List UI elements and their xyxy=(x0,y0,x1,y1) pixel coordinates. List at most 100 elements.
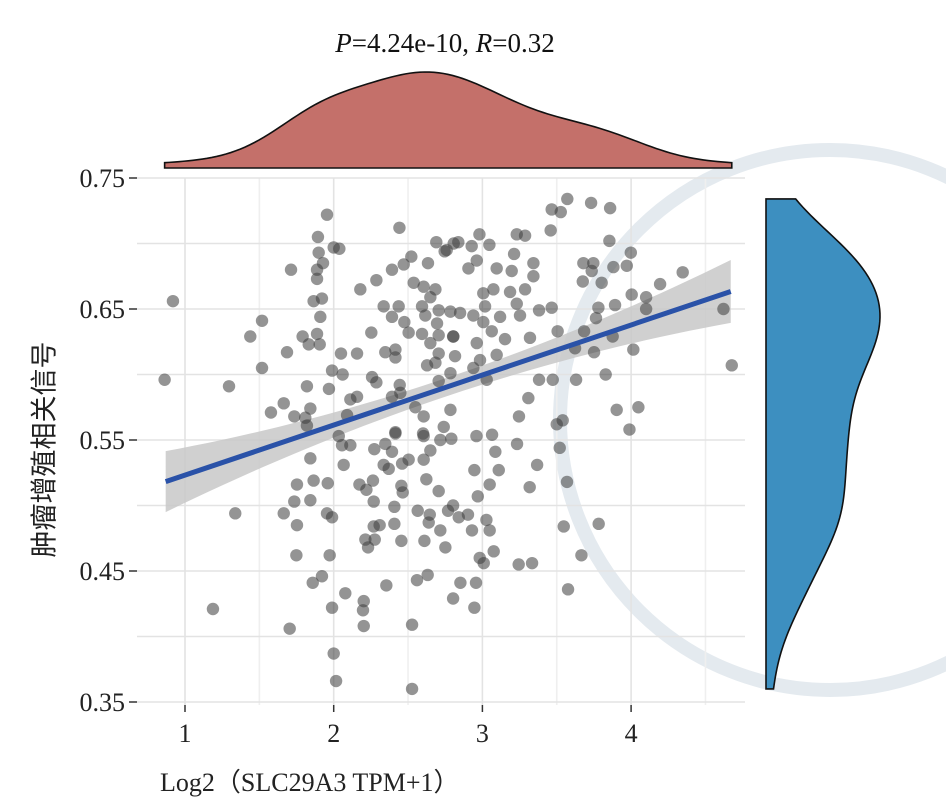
data-point xyxy=(339,587,352,600)
data-point xyxy=(510,437,524,451)
data-point xyxy=(325,601,339,614)
data-point xyxy=(493,310,507,324)
data-point xyxy=(336,368,349,381)
data-point xyxy=(477,315,490,329)
data-point xyxy=(587,346,601,359)
data-point xyxy=(405,250,418,263)
data-point xyxy=(489,445,502,458)
data-point xyxy=(478,300,492,313)
data-point xyxy=(556,414,569,427)
title-p-label: P xyxy=(335,28,352,58)
data-point xyxy=(523,480,536,494)
data-point xyxy=(553,441,566,455)
data-point xyxy=(444,366,457,380)
data-point xyxy=(432,304,445,317)
chart-title: P=4.24e-10, R=0.32 xyxy=(0,28,946,59)
data-point xyxy=(417,280,430,293)
data-point xyxy=(725,359,738,372)
data-point xyxy=(310,272,324,286)
data-point xyxy=(525,556,539,570)
data-point xyxy=(620,259,633,272)
data-point xyxy=(394,386,407,400)
data-point xyxy=(551,325,564,338)
data-point xyxy=(377,300,390,313)
data-point xyxy=(277,397,290,410)
data-point xyxy=(532,373,546,386)
x-tick-label: 2 xyxy=(327,719,340,748)
data-point xyxy=(585,264,598,278)
data-point xyxy=(439,541,452,554)
data-point xyxy=(405,682,419,696)
title-r-label: R xyxy=(475,28,493,58)
regression-line xyxy=(164,289,732,484)
data-point xyxy=(323,549,336,562)
data-point xyxy=(532,304,546,317)
data-point xyxy=(592,517,605,531)
data-point xyxy=(432,329,445,342)
data-point xyxy=(471,490,484,503)
data-point xyxy=(518,229,532,242)
data-point xyxy=(465,239,478,253)
data-point xyxy=(503,285,517,299)
data-point xyxy=(385,263,399,276)
data-point xyxy=(676,266,689,279)
data-point xyxy=(290,478,304,491)
data-point xyxy=(470,254,483,267)
data-point xyxy=(396,486,409,499)
data-point xyxy=(560,475,574,489)
data-point xyxy=(467,309,480,322)
data-point xyxy=(395,457,409,470)
data-point xyxy=(166,294,180,308)
data-point xyxy=(334,347,348,360)
data-point xyxy=(603,234,616,248)
y-tick-label: 0.45 xyxy=(80,557,126,586)
data-point xyxy=(373,518,386,532)
data-point xyxy=(477,556,490,570)
data-point xyxy=(313,338,326,351)
data-point xyxy=(417,410,430,423)
data-point xyxy=(432,484,445,498)
data-point xyxy=(545,301,558,314)
data-point xyxy=(370,273,383,287)
data-point xyxy=(608,298,622,312)
data-point xyxy=(300,380,314,393)
data-point xyxy=(421,568,434,582)
data-point xyxy=(389,427,402,440)
data-point xyxy=(453,306,467,320)
data-point xyxy=(410,573,424,587)
data-point xyxy=(325,511,339,524)
data-point xyxy=(307,474,320,487)
data-point xyxy=(625,288,638,301)
watermark-ring xyxy=(553,143,946,697)
data-point xyxy=(470,429,483,443)
data-point xyxy=(477,287,490,300)
data-point xyxy=(469,576,483,589)
data-point xyxy=(409,401,422,414)
axes: 0.35 0.45 0.55 0.65 0.75 1 2 3 4 xyxy=(80,164,638,748)
x-tick-label: 3 xyxy=(476,719,489,748)
y-axis-label: 肿瘤增殖相关信号 xyxy=(29,341,60,558)
data-point xyxy=(304,402,317,415)
data-point xyxy=(632,401,645,414)
data-point xyxy=(554,205,567,219)
data-point xyxy=(505,264,518,278)
data-point xyxy=(576,275,589,288)
data-point xyxy=(421,256,435,270)
data-point xyxy=(357,594,370,608)
data-point xyxy=(417,429,430,443)
data-point xyxy=(430,235,443,249)
data-point xyxy=(444,305,457,318)
y-tick-label: 0.35 xyxy=(80,688,126,717)
data-point xyxy=(513,309,527,322)
data-point xyxy=(599,368,612,381)
data-point xyxy=(422,516,435,529)
data-point xyxy=(575,549,588,562)
data-point xyxy=(264,406,278,419)
data-point xyxy=(512,410,526,423)
data-point xyxy=(437,420,450,434)
data-point xyxy=(454,576,467,589)
data-point xyxy=(717,302,730,316)
data-point xyxy=(468,463,481,477)
data-point xyxy=(480,513,493,527)
data-point xyxy=(356,604,370,617)
